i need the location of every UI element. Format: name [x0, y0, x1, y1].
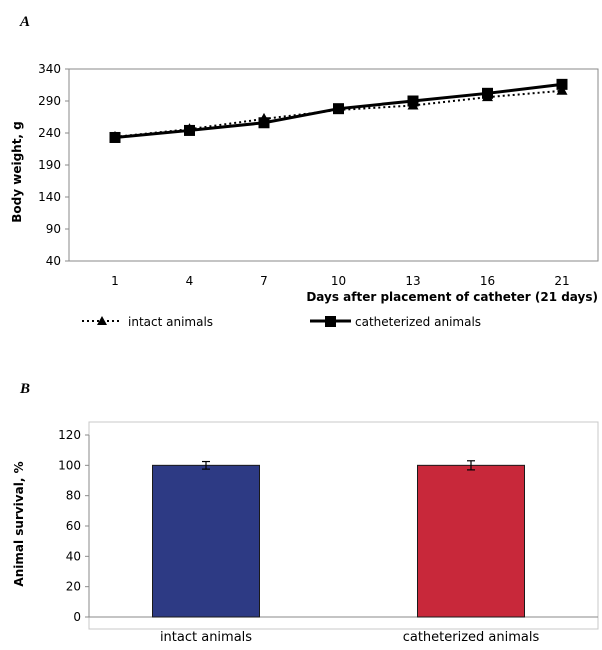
panel-a-x-tick-label: 13	[405, 274, 420, 288]
panel-b-category-label: catheterized animals	[403, 630, 540, 645]
legend-intact-label: intact animals	[128, 315, 213, 329]
square-marker	[556, 78, 568, 90]
panel-a-series	[109, 78, 568, 143]
series-catheterized-animals	[109, 78, 568, 143]
legend-catheterized-label: catheterized animals	[355, 315, 481, 329]
square-marker	[258, 117, 270, 129]
legend-triangle-marker-icon	[97, 316, 107, 325]
panel-a-y-tick-label: 40	[46, 254, 61, 268]
panel-b-bars: intact animals catheterized animals	[152, 460, 540, 645]
panel-b-y-axis-title: Animal survival, %	[12, 461, 26, 586]
panel-a-label: A	[19, 14, 30, 30]
panel-a-x-tick-label: 21	[554, 274, 569, 288]
panel-a-x-tick-label: 16	[480, 274, 495, 288]
square-marker	[184, 124, 195, 136]
square-marker	[333, 103, 344, 115]
panel-a-y-tick-label: 340	[38, 62, 61, 76]
legend-item-catheterized-animals: catheterized animals	[310, 315, 481, 329]
panel-a-y-tick-label: 240	[38, 126, 61, 140]
panel-b-y-ticks: 0 20 40 60 80 100 120	[58, 428, 89, 624]
panel-a-y-tick-label: 290	[38, 94, 61, 108]
square-marker	[109, 131, 121, 143]
panel-a-x-tick-label: 4	[186, 274, 194, 288]
panel-a-y-tick-label: 140	[38, 190, 61, 204]
legend-square-marker-icon	[325, 316, 336, 327]
panel-b-y-tick-label: 100	[58, 458, 81, 472]
square-marker	[482, 87, 493, 99]
panel-a-y-axis-title: Body weight, g	[10, 121, 24, 223]
panel-a-y-tick-label: 90	[46, 222, 61, 236]
panel-b-y-tick-label: 80	[66, 489, 81, 503]
square-marker	[407, 95, 419, 107]
panel-b-y-tick-label: 20	[66, 580, 81, 594]
panel-b-y-tick-label: 0	[73, 610, 81, 624]
panel-b-y-tick-label: 60	[66, 519, 81, 533]
panel-b-y-tick-label: 40	[66, 549, 81, 563]
panel-b-category-label: intact animals	[160, 630, 252, 645]
panel-b-bar-chart: B 0 20 40 60 80 100 120 intact animals catheter…	[12, 381, 599, 645]
panel-a-y-ticks: 40 90 140 190 240 290 340	[38, 62, 69, 268]
bar-intact-animals	[152, 464, 260, 618]
legend-item-intact-animals: intact animals	[82, 315, 213, 329]
panel-b-y-tick-label: 120	[58, 428, 81, 442]
panel-b-label: B	[19, 381, 30, 397]
panel-a-y-tick-label: 190	[38, 158, 61, 172]
bar-catheterized-animals	[417, 464, 525, 618]
panel-a-x-tick-label: 10	[331, 274, 346, 288]
panel-a-plot-frame	[68, 68, 599, 262]
panel-a-legend: intact animals catheterized animals	[82, 315, 481, 329]
panel-a-x-tick-label: 1	[111, 274, 119, 288]
panel-a-x-axis-title: Days after placement of catheter (21 day…	[306, 290, 598, 304]
panel-a-x-ticks: 1 4 7 10 13 16 21	[111, 274, 569, 288]
panel-a-line-chart: A 40 90 140 190 240 290 340 1 4 7 10 13 16 21 Body w…	[10, 14, 599, 329]
panel-a-x-tick-label: 7	[260, 274, 268, 288]
